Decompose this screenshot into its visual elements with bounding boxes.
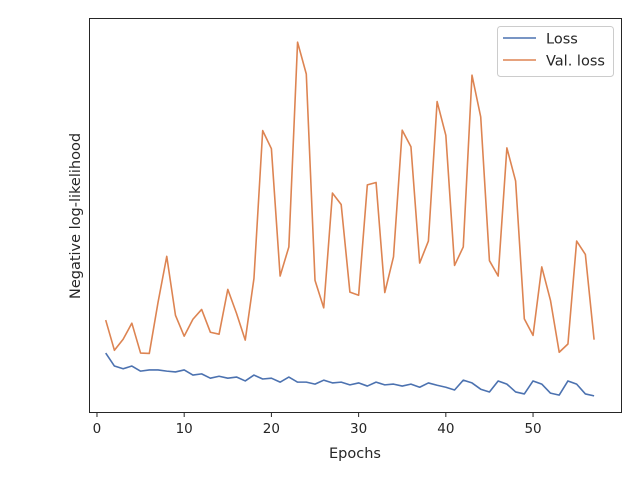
x-axis-label: Epochs (329, 446, 381, 462)
legend: Loss Val. loss (497, 26, 614, 77)
y-axis-label: Negative log-likelihood (68, 133, 84, 299)
x-tick-label-50: 50 (524, 421, 541, 437)
x-tick-label-40: 40 (437, 421, 454, 437)
x-tick-label-10: 10 (176, 421, 193, 437)
x-tick-label-0: 0 (93, 421, 102, 437)
series-layer (104, 41, 595, 397)
legend-label-loss: Loss (546, 32, 578, 48)
x-tick-label-20: 20 (263, 421, 280, 437)
series-line-val-loss (104, 41, 595, 355)
legend-label-val-loss: Val. loss (546, 54, 605, 70)
series-line-loss (105, 352, 595, 397)
plot-area (89, 18, 622, 413)
x-tick-label-30: 30 (350, 421, 367, 437)
x-axis-ticks: 0 10 20 30 40 50 (93, 412, 542, 437)
legend-frame (497, 26, 614, 77)
